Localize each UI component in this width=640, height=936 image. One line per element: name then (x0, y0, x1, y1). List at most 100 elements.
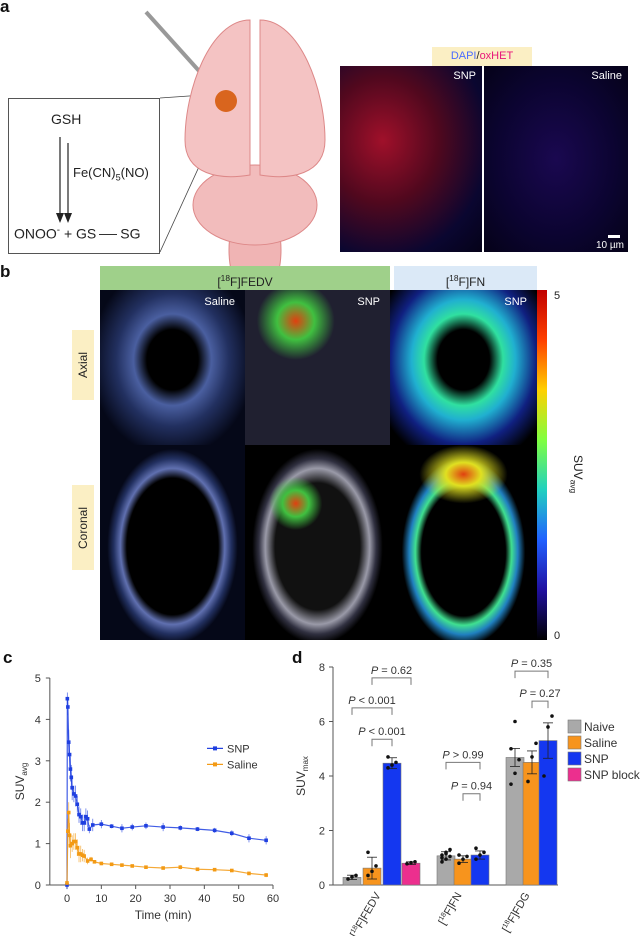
stain-legend: DAPI/oxHET (432, 47, 532, 66)
legend-swatch-SNP block (567, 767, 582, 782)
individual-point (474, 857, 478, 861)
bar-SNP (382, 762, 402, 886)
data-point-SNP (66, 705, 70, 709)
individual-point (440, 860, 444, 864)
individual-point (530, 755, 534, 759)
individual-point (386, 766, 390, 770)
individual-point (474, 846, 478, 851)
p-value-label: P < 0.001 (348, 695, 395, 707)
panel-label-d: d (292, 648, 303, 667)
significance-bracket (371, 677, 412, 685)
pet-axial-fedv-saline: Saline (100, 290, 245, 445)
data-point-SNP (90, 823, 95, 827)
y-tick-label: 1 (35, 839, 41, 851)
microscopy-saline: Saline 10 µm (484, 66, 628, 252)
header-fn: [18F]FN (394, 266, 537, 290)
data-point-Saline (70, 841, 74, 846)
individual-point (413, 860, 417, 864)
data-point-SNP (75, 802, 80, 807)
p-value-label: P = 0.94 (451, 781, 492, 793)
individual-point (370, 869, 374, 874)
data-point-SNP (99, 822, 104, 826)
data-point-SNP (69, 775, 74, 780)
data-point-SNP (144, 823, 148, 828)
individual-point (513, 719, 517, 724)
data-point-Saline (89, 857, 93, 862)
data-point-SNP (68, 767, 73, 771)
p-value-label: P > 0.99 (442, 749, 483, 761)
panel-label-a: a (0, 0, 10, 16)
data-point-SNP (77, 812, 81, 817)
microscopy-label-snp: SNP (453, 70, 476, 82)
y-tick-label: 8 (319, 662, 325, 674)
individual-point (465, 854, 469, 859)
p-value-label: P = 0.62 (371, 665, 412, 677)
p-value-label: P = 0.35 (511, 658, 552, 670)
row-label-coronal: Coronal (72, 485, 94, 570)
series-line-Saline (66, 812, 267, 883)
individual-point (366, 873, 370, 878)
y-tick-label: 6 (319, 717, 325, 729)
legend-label-SNP: SNP (584, 752, 609, 766)
bar-Naive (505, 757, 525, 886)
bar-SNP (538, 740, 558, 886)
y-tick-label: 3 (35, 756, 41, 768)
legend-label-SNP: SNP (227, 743, 250, 755)
colorbar-max: 5 (554, 290, 561, 302)
individual-point (509, 746, 513, 751)
individual-point (440, 853, 444, 857)
y-tick-label: 0 (35, 880, 41, 892)
reaction-scheme: GSH Fe(CN)5(NO) ONOO- + GS SG (8, 98, 160, 254)
individual-point (394, 760, 398, 765)
individual-point (448, 847, 452, 852)
y-axis-label: SUVavg (13, 763, 29, 801)
y-tick-label: 5 (35, 673, 41, 685)
data-point-SNP (178, 826, 183, 830)
individual-point (457, 861, 461, 865)
data-point-Saline (65, 881, 69, 885)
data-point-Saline (66, 810, 71, 815)
individual-point (440, 855, 444, 860)
panel-label-c: c (3, 648, 13, 667)
individual-point (509, 782, 513, 786)
individual-point (478, 853, 482, 857)
individual-point (354, 873, 358, 878)
brain-illustration (144, 10, 326, 300)
individual-point (390, 763, 394, 767)
y-tick-label: 2 (319, 826, 325, 838)
x-tick-label: 10 (95, 893, 107, 905)
pet-axial-fedv-snp: SNP (245, 290, 390, 445)
data-point-SNP (85, 816, 90, 821)
y-tick-label: 2 (35, 797, 41, 809)
colorbar (537, 290, 547, 640)
data-point-Saline (130, 864, 135, 868)
data-point-SNP (73, 794, 78, 798)
data-point-Saline (67, 833, 72, 838)
data-point-SNP (67, 752, 72, 757)
data-point-SNP (109, 824, 114, 829)
data-point-SNP (87, 827, 92, 831)
x-category-label: [18F]FDG (500, 891, 532, 935)
significance-bracket (462, 793, 481, 801)
individual-point (482, 850, 486, 855)
individual-point (448, 854, 452, 859)
individual-point (366, 850, 370, 855)
reactant: GSH (51, 111, 82, 127)
x-tick-label: 0 (64, 893, 70, 905)
legend-swatch-Saline (567, 735, 582, 750)
data-point-Saline (178, 865, 183, 869)
pet-coronal-fedv-saline (100, 445, 245, 640)
legend-swatch-Naive (567, 719, 582, 734)
y-tick-label: 4 (319, 771, 325, 783)
individual-point (346, 877, 350, 881)
data-point-SNP (130, 825, 135, 829)
y-tick-label: 4 (35, 714, 41, 726)
data-point-Saline (99, 861, 104, 866)
pet-axial-fn-snp: SNP (390, 290, 537, 445)
individual-point (546, 725, 550, 729)
individual-point (457, 853, 461, 857)
legend-label-Saline: Saline (227, 759, 258, 771)
injection-site (215, 90, 237, 112)
bar-SNP block (401, 862, 421, 886)
data-point-Saline (247, 871, 251, 876)
